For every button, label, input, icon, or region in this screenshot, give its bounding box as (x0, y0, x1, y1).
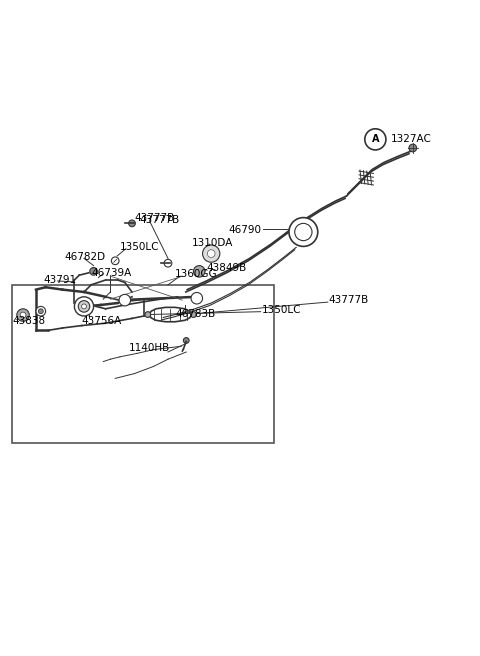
Circle shape (90, 268, 97, 276)
Circle shape (111, 257, 119, 264)
Text: 46782D: 46782D (65, 252, 106, 262)
Circle shape (207, 250, 215, 257)
Circle shape (129, 220, 135, 227)
Circle shape (82, 304, 86, 309)
Text: 1327AC: 1327AC (391, 134, 432, 144)
Circle shape (36, 306, 46, 316)
Text: 46790: 46790 (228, 225, 262, 235)
Circle shape (17, 309, 29, 321)
Text: 1350LC: 1350LC (120, 242, 159, 253)
Circle shape (74, 297, 94, 316)
Text: 43777B: 43777B (139, 215, 180, 225)
Text: 43756A: 43756A (82, 316, 122, 326)
Circle shape (38, 309, 43, 314)
Text: 43838: 43838 (12, 316, 45, 326)
Text: 46783B: 46783B (175, 308, 216, 319)
Text: 1350LC: 1350LC (262, 305, 301, 315)
Circle shape (119, 295, 131, 306)
Circle shape (164, 259, 172, 267)
Circle shape (183, 338, 189, 343)
Text: 43777B: 43777B (329, 295, 369, 305)
Text: 43849B: 43849B (206, 263, 247, 273)
Text: 46739A: 46739A (91, 268, 132, 277)
Text: 1310DA: 1310DA (192, 237, 233, 247)
Text: 43777B: 43777B (134, 213, 175, 222)
Circle shape (191, 293, 203, 304)
Circle shape (145, 312, 151, 318)
Text: 1140HB: 1140HB (129, 343, 170, 353)
Circle shape (409, 144, 417, 152)
Circle shape (289, 218, 318, 247)
Circle shape (295, 223, 312, 241)
Text: A: A (372, 134, 379, 144)
Text: 43791: 43791 (43, 275, 76, 285)
Circle shape (20, 312, 26, 318)
Text: 1360GG: 1360GG (175, 269, 218, 279)
Circle shape (78, 300, 90, 312)
Bar (12, 285, 274, 443)
Circle shape (203, 245, 220, 262)
Circle shape (365, 129, 386, 150)
Circle shape (193, 266, 205, 277)
Circle shape (191, 312, 196, 318)
